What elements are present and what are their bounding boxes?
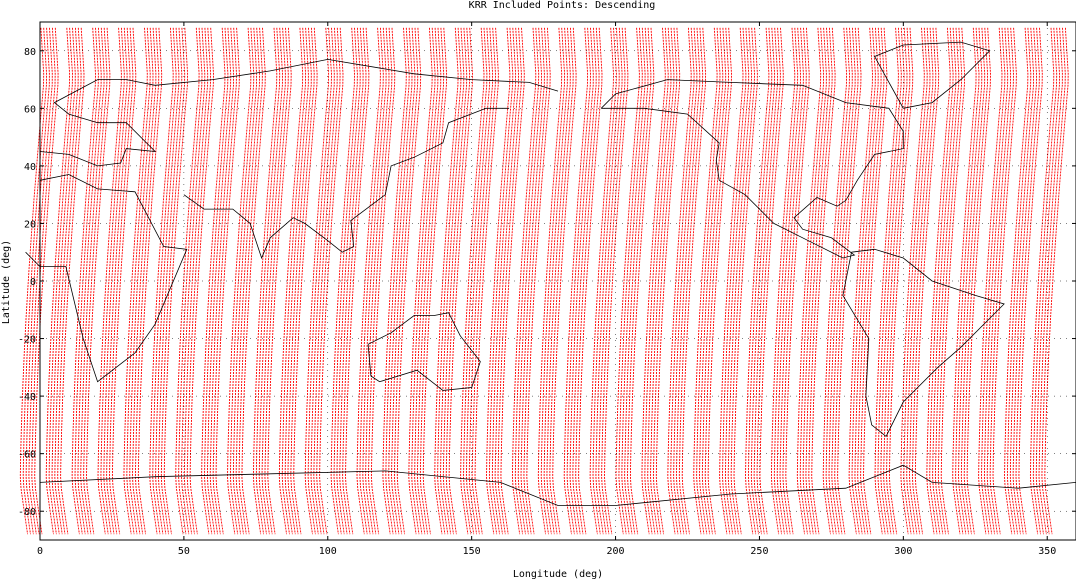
x-tick-label: 350 bbox=[1038, 546, 1056, 557]
coastline bbox=[842, 248, 1005, 438]
x-tick-label: 50 bbox=[178, 546, 190, 557]
swath-track bbox=[978, 27, 1017, 535]
x-tick-label: 100 bbox=[319, 546, 337, 557]
y-tick-label: 60 bbox=[24, 104, 36, 115]
swath-track bbox=[952, 27, 991, 535]
y-tick-label: -60 bbox=[18, 450, 36, 461]
y-tick-label: -40 bbox=[18, 392, 36, 403]
swath-track bbox=[71, 27, 111, 535]
y-tick-label: 0 bbox=[30, 277, 36, 288]
swath-track bbox=[641, 27, 681, 535]
swath-track bbox=[149, 27, 189, 535]
swath-track bbox=[408, 27, 448, 535]
x-tick-label: 300 bbox=[894, 546, 912, 557]
x-tick-label: 150 bbox=[463, 546, 481, 557]
swath-track bbox=[123, 27, 163, 535]
swath-track bbox=[615, 27, 655, 535]
swath-track bbox=[537, 27, 577, 535]
swath-track bbox=[745, 27, 784, 535]
swath-track bbox=[330, 27, 370, 535]
swath-track bbox=[900, 27, 940, 535]
swath-track bbox=[486, 27, 525, 535]
chart-title: KRR Included Points: Descending bbox=[469, 0, 656, 11]
coastline bbox=[367, 312, 481, 391]
coastline bbox=[39, 58, 559, 167]
coastline bbox=[874, 41, 991, 109]
x-tick-label: 0 bbox=[37, 546, 43, 557]
x-axis: 0 50 100 150 200 250 300 350 bbox=[37, 22, 1056, 557]
swath-track bbox=[175, 27, 214, 535]
x-axis-label: Longitude (deg) bbox=[513, 569, 603, 579]
y-tick-label: 80 bbox=[24, 47, 36, 58]
swath-track bbox=[356, 27, 396, 535]
coastline bbox=[25, 174, 188, 383]
swath-track bbox=[563, 27, 603, 535]
swath-track bbox=[382, 27, 422, 535]
y-axis: -80 -60 -40 -20 0 20 40 60 80 bbox=[18, 47, 1076, 518]
coastline bbox=[39, 464, 1076, 506]
y-axis-label: Latitude (deg) bbox=[1, 240, 12, 324]
swath-track bbox=[45, 27, 85, 535]
x-tick-label: 250 bbox=[750, 546, 768, 557]
y-tick-label: 40 bbox=[24, 162, 36, 173]
y-tick-label: 20 bbox=[24, 219, 36, 230]
swath-track bbox=[874, 27, 914, 535]
swath-track bbox=[589, 27, 629, 535]
swath-track bbox=[667, 27, 707, 535]
swath-track bbox=[201, 27, 240, 535]
swath-track bbox=[693, 27, 732, 535]
x-tick-label: 200 bbox=[607, 546, 625, 557]
coastline bbox=[600, 79, 904, 259]
swath-track bbox=[227, 27, 266, 535]
swath-track bbox=[252, 27, 292, 535]
y-tick-label: -80 bbox=[18, 507, 36, 518]
y-tick-label: -20 bbox=[18, 335, 36, 346]
swath-track bbox=[719, 27, 758, 535]
